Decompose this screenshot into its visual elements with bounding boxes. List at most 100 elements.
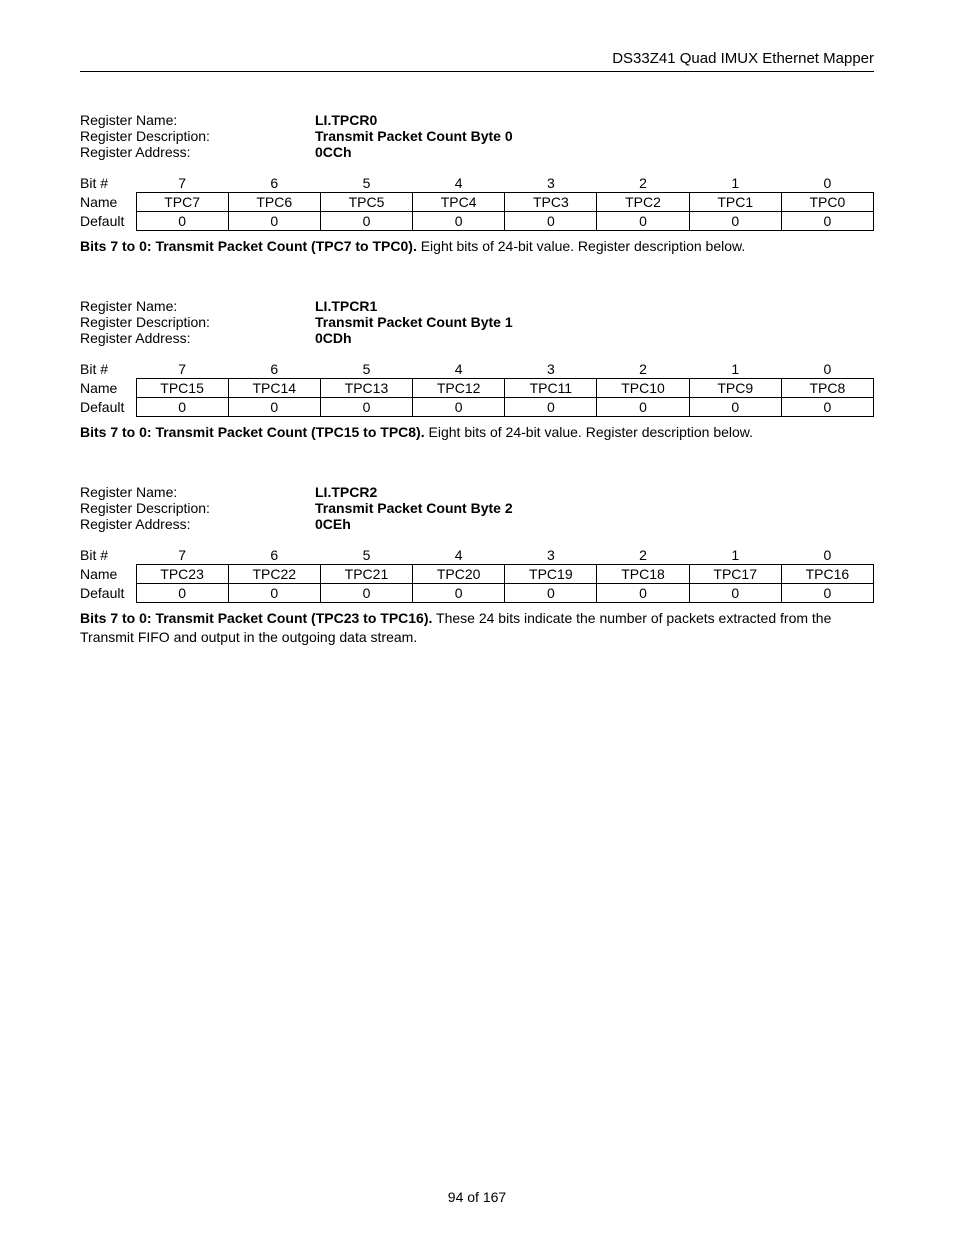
bit-default: 0: [505, 212, 597, 231]
bit-number: 6: [228, 174, 320, 193]
register-field-label: Register Description:: [80, 500, 315, 516]
bit-name: TPC19: [505, 564, 597, 583]
bit-number: 0: [781, 546, 873, 565]
register-field-label: Register Name:: [80, 112, 315, 128]
bit-table: Bit #76543210NameTPC15TPC14TPC13TPC12TPC…: [80, 360, 874, 417]
bit-name: TPC20: [413, 564, 505, 583]
bit-description: Bits 7 to 0: Transmit Packet Count (TPC2…: [80, 609, 874, 647]
register-header-row: Register Address:0CDh: [80, 330, 874, 346]
bit-number: 7: [136, 360, 228, 379]
bit-number: 3: [505, 546, 597, 565]
bit-name: TPC18: [597, 564, 689, 583]
register-header: Register Name:LI.TPCR1Register Descripti…: [80, 298, 874, 346]
bit-name: TPC14: [228, 378, 320, 397]
bit-number: 5: [320, 174, 412, 193]
bit-default: 0: [689, 212, 781, 231]
bit-default: 0: [505, 397, 597, 416]
register-field-label: Register Description:: [80, 128, 315, 144]
bit-name: TPC2: [597, 193, 689, 212]
bit-name: TPC9: [689, 378, 781, 397]
bit-name: TPC0: [781, 193, 873, 212]
desc-lead: Bits 7 to 0: Transmit Packet Count (TPC1…: [80, 424, 425, 440]
bit-name: TPC15: [136, 378, 228, 397]
bit-name: TPC1: [689, 193, 781, 212]
register-field-label: Register Description:: [80, 314, 315, 330]
table-row: Bit #76543210: [80, 174, 874, 193]
row-label: Name: [80, 193, 136, 212]
row-label: Name: [80, 378, 136, 397]
bit-name: TPC11: [505, 378, 597, 397]
bit-default: 0: [228, 397, 320, 416]
row-label: Bit #: [80, 546, 136, 565]
register-header-row: Register Address:0CEh: [80, 516, 874, 532]
bit-name: TPC17: [689, 564, 781, 583]
bit-number: 2: [597, 360, 689, 379]
bit-name: TPC10: [597, 378, 689, 397]
register-field-label: Register Address:: [80, 144, 315, 160]
desc-rest: Eight bits of 24-bit value. Register des…: [425, 424, 753, 440]
register-header: Register Name:LI.TPCR2Register Descripti…: [80, 484, 874, 532]
register-header: Register Name:LI.TPCR0Register Descripti…: [80, 112, 874, 160]
page-footer: 94 of 167: [0, 1189, 954, 1205]
bit-name: TPC13: [320, 378, 412, 397]
table-row: Default00000000: [80, 397, 874, 416]
bit-number: 2: [597, 174, 689, 193]
row-label: Default: [80, 583, 136, 602]
bit-number: 1: [689, 174, 781, 193]
bit-default: 0: [320, 583, 412, 602]
bit-number: 1: [689, 360, 781, 379]
bit-default: 0: [136, 212, 228, 231]
desc-lead: Bits 7 to 0: Transmit Packet Count (TPC2…: [80, 610, 432, 626]
bit-default: 0: [413, 583, 505, 602]
bit-default: 0: [413, 212, 505, 231]
bit-number: 1: [689, 546, 781, 565]
bit-name: TPC16: [781, 564, 873, 583]
bit-number: 3: [505, 174, 597, 193]
page-header: DS33Z41 Quad IMUX Ethernet Mapper: [80, 50, 874, 72]
bit-name: TPC8: [781, 378, 873, 397]
register-field-label: Register Name:: [80, 298, 315, 314]
bit-number: 7: [136, 174, 228, 193]
bit-number: 6: [228, 546, 320, 565]
table-row: NameTPC23TPC22TPC21TPC20TPC19TPC18TPC17T…: [80, 564, 874, 583]
table-row: Default00000000: [80, 583, 874, 602]
register-field-value: Transmit Packet Count Byte 0: [315, 128, 513, 144]
bit-number: 5: [320, 360, 412, 379]
register-field-value: 0CCh: [315, 144, 352, 160]
bit-default: 0: [228, 583, 320, 602]
bit-name: TPC22: [228, 564, 320, 583]
table-row: Bit #76543210: [80, 360, 874, 379]
bit-default: 0: [597, 583, 689, 602]
row-label: Bit #: [80, 360, 136, 379]
register-field-value: LI.TPCR1: [315, 298, 377, 314]
bit-number: 4: [413, 546, 505, 565]
bit-description: Bits 7 to 0: Transmit Packet Count (TPC7…: [80, 237, 874, 256]
bit-number: 5: [320, 546, 412, 565]
bit-default: 0: [597, 397, 689, 416]
bit-table: Bit #76543210NameTPC23TPC22TPC21TPC20TPC…: [80, 546, 874, 603]
table-row: NameTPC15TPC14TPC13TPC12TPC11TPC10TPC9TP…: [80, 378, 874, 397]
register-field-value: LI.TPCR0: [315, 112, 377, 128]
bit-number: 7: [136, 546, 228, 565]
table-row: Default00000000: [80, 212, 874, 231]
table-row: NameTPC7TPC6TPC5TPC4TPC3TPC2TPC1TPC0: [80, 193, 874, 212]
bit-table: Bit #76543210NameTPC7TPC6TPC5TPC4TPC3TPC…: [80, 174, 874, 231]
bit-name: TPC7: [136, 193, 228, 212]
bit-default: 0: [413, 397, 505, 416]
bit-number: 3: [505, 360, 597, 379]
register-header-row: Register Description:Transmit Packet Cou…: [80, 500, 874, 516]
doc-title: DS33Z41 Quad IMUX Ethernet Mapper: [612, 50, 874, 67]
bit-description: Bits 7 to 0: Transmit Packet Count (TPC1…: [80, 423, 874, 442]
register-field-label: Register Name:: [80, 484, 315, 500]
bit-number: 4: [413, 360, 505, 379]
bit-name: TPC12: [413, 378, 505, 397]
bit-default: 0: [320, 212, 412, 231]
bit-name: TPC4: [413, 193, 505, 212]
desc-rest: Eight bits of 24-bit value. Register des…: [417, 238, 745, 254]
bit-number: 6: [228, 360, 320, 379]
register-header-row: Register Name:LI.TPCR0: [80, 112, 874, 128]
register-header-row: Register Address:0CCh: [80, 144, 874, 160]
bit-number: 0: [781, 360, 873, 379]
row-label: Default: [80, 397, 136, 416]
bit-default: 0: [689, 583, 781, 602]
